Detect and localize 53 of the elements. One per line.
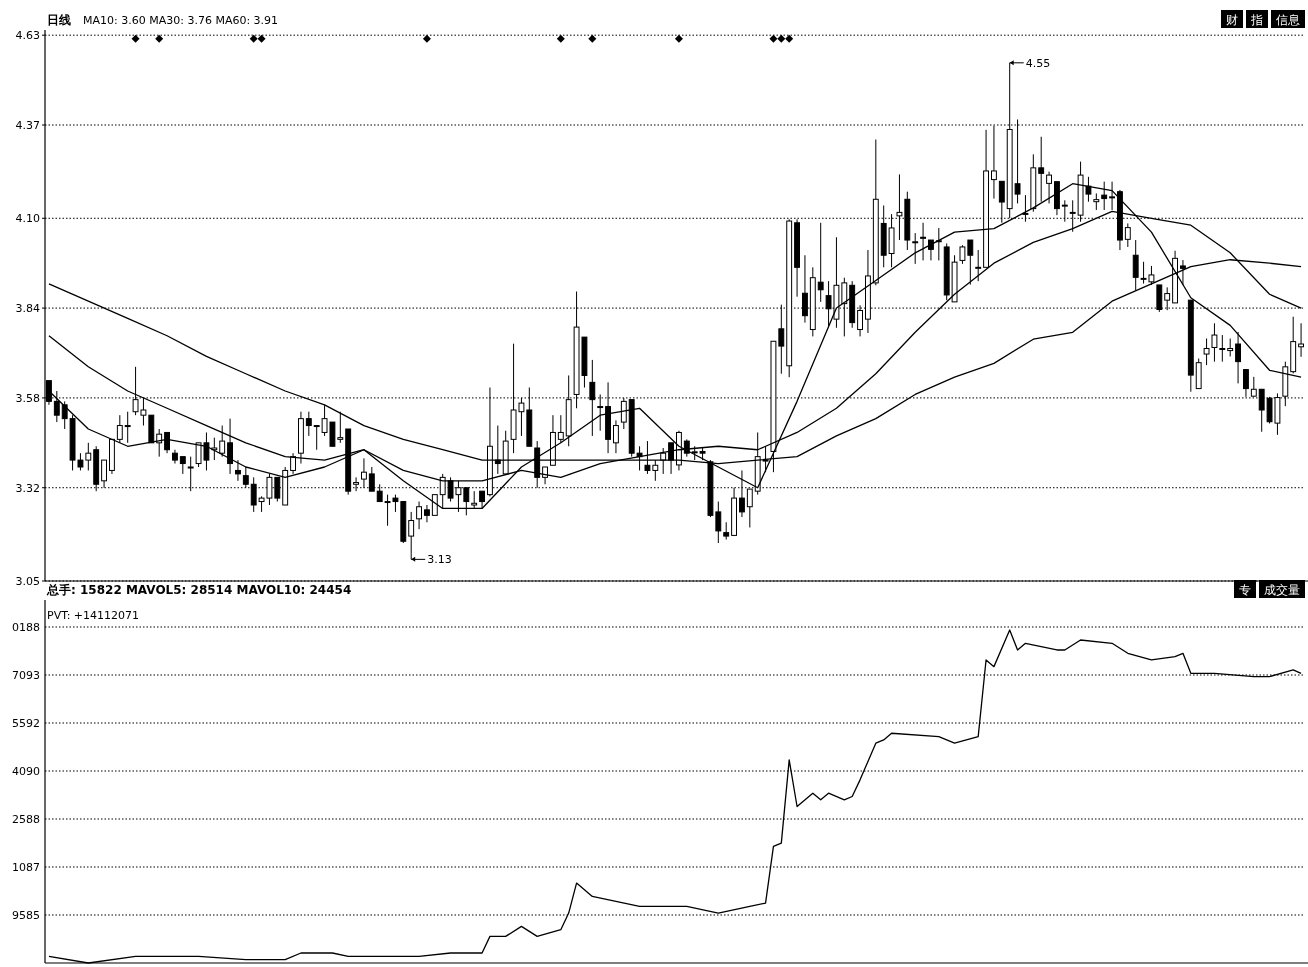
annotation: 3.13 — [427, 553, 452, 567]
text: 专 — [1239, 583, 1251, 597]
candlestick — [920, 222, 926, 261]
candlestick — [1298, 322, 1304, 358]
chart-title: 总手: 15822 MAVOL5: 28514 MAVOL10: 24454 — [46, 583, 352, 597]
candlestick — [116, 414, 123, 444]
text: 7093 — [12, 669, 40, 682]
y-tick-label: 3.32 — [15, 481, 40, 495]
candlestick — [416, 501, 422, 530]
text: 指 — [1250, 13, 1263, 27]
candlestick — [124, 411, 131, 444]
chart-subtitle: PVT: +14112071 — [47, 609, 140, 622]
candlestick — [1235, 331, 1241, 384]
candlestick — [235, 459, 241, 482]
y-tick-label: 4.63 — [15, 29, 40, 43]
candlestick — [305, 411, 312, 437]
candlestick — [1203, 337, 1210, 366]
candlestick — [242, 466, 249, 489]
candlestick — [164, 431, 170, 454]
y-tick-label: 3.84 — [15, 302, 40, 316]
candlestick — [1219, 334, 1226, 363]
candlestick — [408, 511, 415, 554]
candlestick — [53, 390, 60, 423]
text: 4090 — [12, 765, 40, 778]
candlestick — [211, 437, 218, 461]
y-tick-label: 3.58 — [15, 391, 40, 405]
candlestick — [1124, 222, 1131, 248]
text: 财 — [1226, 13, 1238, 27]
chart-subtitle: MA10: 3.60 MA30: 3.76 MA60: 3.91 — [83, 14, 279, 27]
annotation: 4.55 — [1025, 56, 1051, 70]
y-tick-label: 3.05 — [15, 575, 40, 588]
text: 1087 — [12, 861, 40, 874]
text: 5592 — [12, 717, 40, 730]
y-tick-label: 4.37 — [15, 119, 40, 132]
candlestick — [219, 425, 226, 458]
candlestick — [975, 249, 982, 282]
text: 0188 — [12, 621, 40, 634]
text: 成交量 — [1264, 583, 1300, 597]
y-tick-label: 4.10 — [15, 212, 40, 226]
candlestick — [290, 452, 296, 475]
chart-title: 日线 — [47, 13, 71, 27]
text: 信息 — [1276, 13, 1300, 27]
candlestick — [557, 414, 564, 444]
candlestick — [1061, 199, 1068, 223]
text: 9585 — [12, 909, 40, 922]
candlestick — [817, 222, 824, 303]
candlestick — [613, 419, 619, 454]
text: 2588 — [12, 813, 40, 826]
candlestick — [227, 418, 233, 475]
candlestick — [1211, 322, 1218, 363]
candlestick — [912, 232, 919, 265]
candlestick — [928, 239, 934, 261]
candlestick — [424, 504, 430, 523]
